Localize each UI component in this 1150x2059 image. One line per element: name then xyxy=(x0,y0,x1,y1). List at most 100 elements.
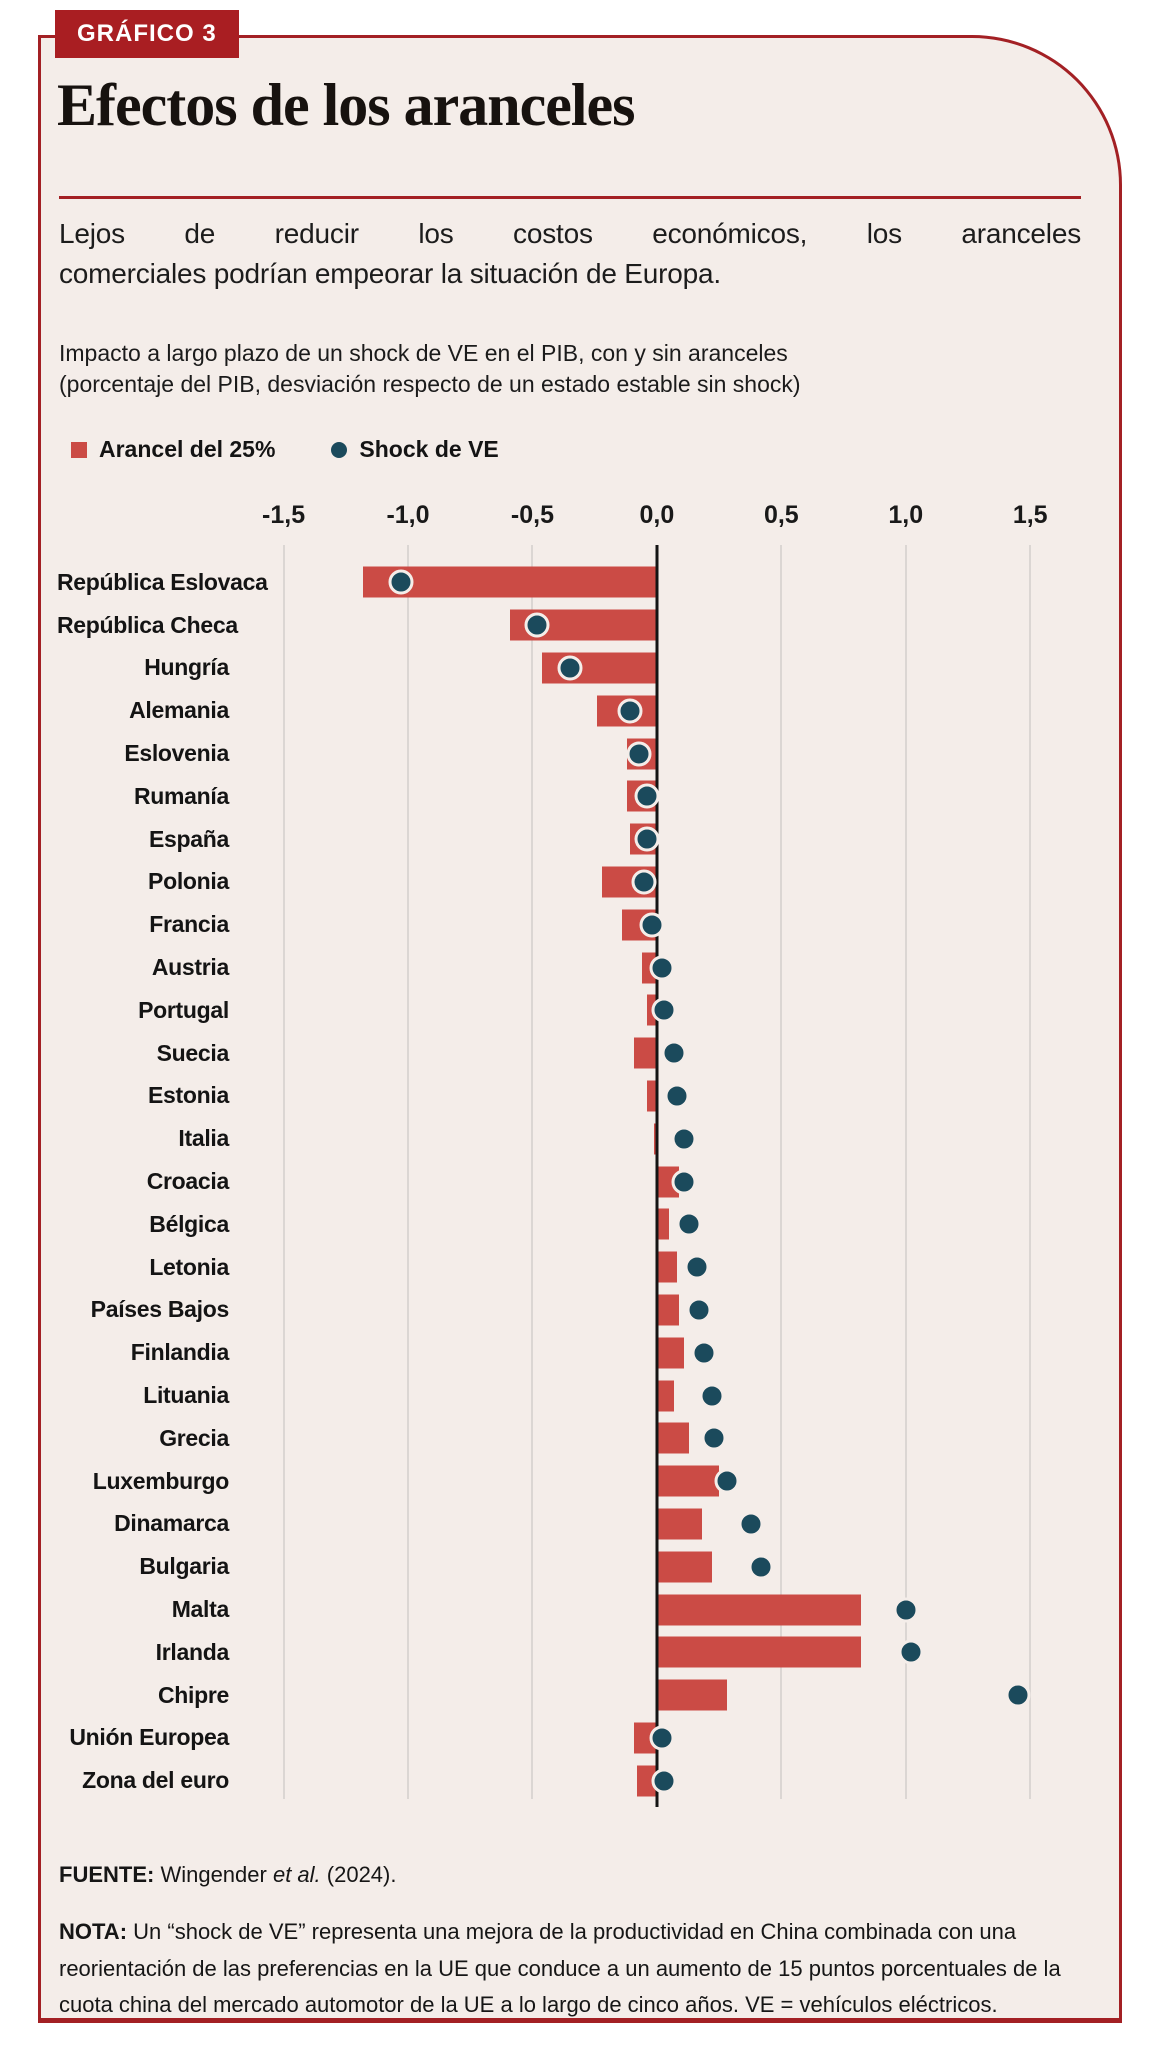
row-track xyxy=(243,689,1081,732)
figure-badge: GRÁFICO 3 xyxy=(55,10,239,58)
shock-dot xyxy=(714,1468,740,1494)
shock-dot xyxy=(676,1211,702,1237)
row-track xyxy=(243,775,1081,818)
shock-dot xyxy=(626,741,652,767)
chart-grid xyxy=(243,545,1081,1813)
row-track xyxy=(243,1203,1081,1246)
gridline xyxy=(780,545,783,1799)
country-label: Lituania xyxy=(143,1382,229,1409)
x-axis-ticks: -1,5 -1,0 -0,5 0,0 0,5 1,0 1,5 xyxy=(243,501,1081,543)
table-row: Eslovenia xyxy=(57,732,1081,775)
gridline xyxy=(531,545,534,1799)
row-track xyxy=(243,1631,1081,1674)
country-label: República Eslovaca xyxy=(57,568,268,595)
shock-dot xyxy=(671,1169,697,1195)
country-label: Polonia xyxy=(148,868,229,895)
chart-card: GRÁFICO 3 Efectos de los aranceles Lejos… xyxy=(38,10,1122,2023)
shock-dot xyxy=(631,869,657,895)
legend: Arancel del 25% Shock de VE xyxy=(71,436,499,463)
note-label: NOTA: xyxy=(59,1919,128,1944)
chart-rows: República Eslovaca República Checa Hungría… xyxy=(57,561,1081,1802)
table-row: Letonia xyxy=(57,1246,1081,1289)
bar-chart: República Eslovaca República Checa Hungría… xyxy=(57,545,1081,1813)
deck-text: Lejos de reducir los costos económicos, … xyxy=(59,214,1081,294)
table-row: Unión Europea xyxy=(57,1717,1081,1760)
country-label: Dinamarca xyxy=(114,1510,229,1537)
shock-dot xyxy=(388,569,414,595)
gridline xyxy=(1029,545,1032,1799)
shock-dot xyxy=(651,997,677,1023)
chart-subtitle: Impacto a largo plazo de un shock de VE … xyxy=(59,338,1081,400)
country-label: Austria xyxy=(151,954,229,981)
country-label: Grecia xyxy=(159,1424,229,1451)
country-label: Zona del euro xyxy=(82,1767,229,1794)
country-label: Hungría xyxy=(144,654,229,681)
country-label: Eslovenia xyxy=(124,740,229,767)
table-row: Luxemburgo xyxy=(57,1460,1081,1503)
table-row: Chipre xyxy=(57,1674,1081,1717)
country-label: Croacia xyxy=(146,1168,230,1195)
shock-dot xyxy=(748,1554,774,1580)
row-track xyxy=(243,1374,1081,1417)
table-row: Estonia xyxy=(57,1075,1081,1118)
tariff-bar xyxy=(656,1679,727,1711)
x-tick-label: 1,5 xyxy=(1012,501,1048,529)
gridline xyxy=(282,545,285,1799)
table-row: Irlanda xyxy=(57,1631,1081,1674)
shock-dot xyxy=(699,1383,725,1409)
shock-dot-icon xyxy=(331,441,348,458)
tariff-bar xyxy=(656,1508,702,1540)
table-row: Dinamarca xyxy=(57,1503,1081,1546)
deck-line-1: Lejos de reducir los costos económicos, … xyxy=(59,218,1081,249)
row-track xyxy=(243,647,1081,690)
country-label: Estonia xyxy=(148,1082,229,1109)
table-row: Hungría xyxy=(57,647,1081,690)
shock-dot xyxy=(634,826,660,852)
row-track xyxy=(243,1246,1081,1289)
row-track xyxy=(243,903,1081,946)
table-row: Malta xyxy=(57,1588,1081,1631)
row-track xyxy=(243,1417,1081,1460)
table-row: Polonia xyxy=(57,861,1081,904)
shock-dot xyxy=(664,1083,690,1109)
country-label: Bulgaria xyxy=(139,1553,229,1580)
title-divider xyxy=(59,196,1081,199)
row-track xyxy=(243,604,1081,647)
country-label: Alemania xyxy=(129,697,229,724)
table-row: Finlandia xyxy=(57,1331,1081,1374)
zero-axis-line xyxy=(655,545,659,1807)
tariff-bar xyxy=(636,1765,657,1797)
source-post: (2024). xyxy=(320,1862,397,1887)
table-row: Alemania xyxy=(57,689,1081,732)
source-label: FUENTE: xyxy=(59,1862,155,1887)
tariff-bar xyxy=(656,1422,690,1454)
gridline xyxy=(904,545,907,1799)
tariff-bar xyxy=(646,1080,657,1112)
country-label: Italia xyxy=(178,1125,229,1152)
source-line: FUENTE: Wingender et al. (2024). xyxy=(59,1862,1081,1888)
country-label: Países Bajos xyxy=(90,1296,230,1323)
tariff-bar xyxy=(656,1208,670,1240)
tariff-bar xyxy=(656,1636,861,1668)
row-track xyxy=(243,1331,1081,1374)
country-label: Letonia xyxy=(149,1253,229,1280)
tariff-bar xyxy=(656,1594,861,1626)
table-row: Francia xyxy=(57,903,1081,946)
row-track xyxy=(243,1503,1081,1546)
country-label: Rumanía xyxy=(133,782,229,809)
row-track xyxy=(243,861,1081,904)
legend-tariff-label: Arancel del 25% xyxy=(99,436,276,462)
table-row: Zona del euro xyxy=(57,1759,1081,1802)
chart-subtitle-line-2: (porcentaje del PIB, desviación respecto… xyxy=(59,371,801,397)
shock-dot xyxy=(617,698,643,724)
shock-dot xyxy=(649,1725,675,1751)
x-tick-label: -1,0 xyxy=(386,501,430,529)
shock-dot xyxy=(671,1126,697,1152)
shock-dot xyxy=(651,1768,677,1794)
table-row: República Eslovaca xyxy=(57,561,1081,604)
source-italic: et al. xyxy=(272,1862,321,1887)
x-tick-label: 0,5 xyxy=(763,501,799,529)
country-label: Malta xyxy=(171,1596,230,1623)
table-row: Lituania xyxy=(57,1374,1081,1417)
table-row: Bélgica xyxy=(57,1203,1081,1246)
